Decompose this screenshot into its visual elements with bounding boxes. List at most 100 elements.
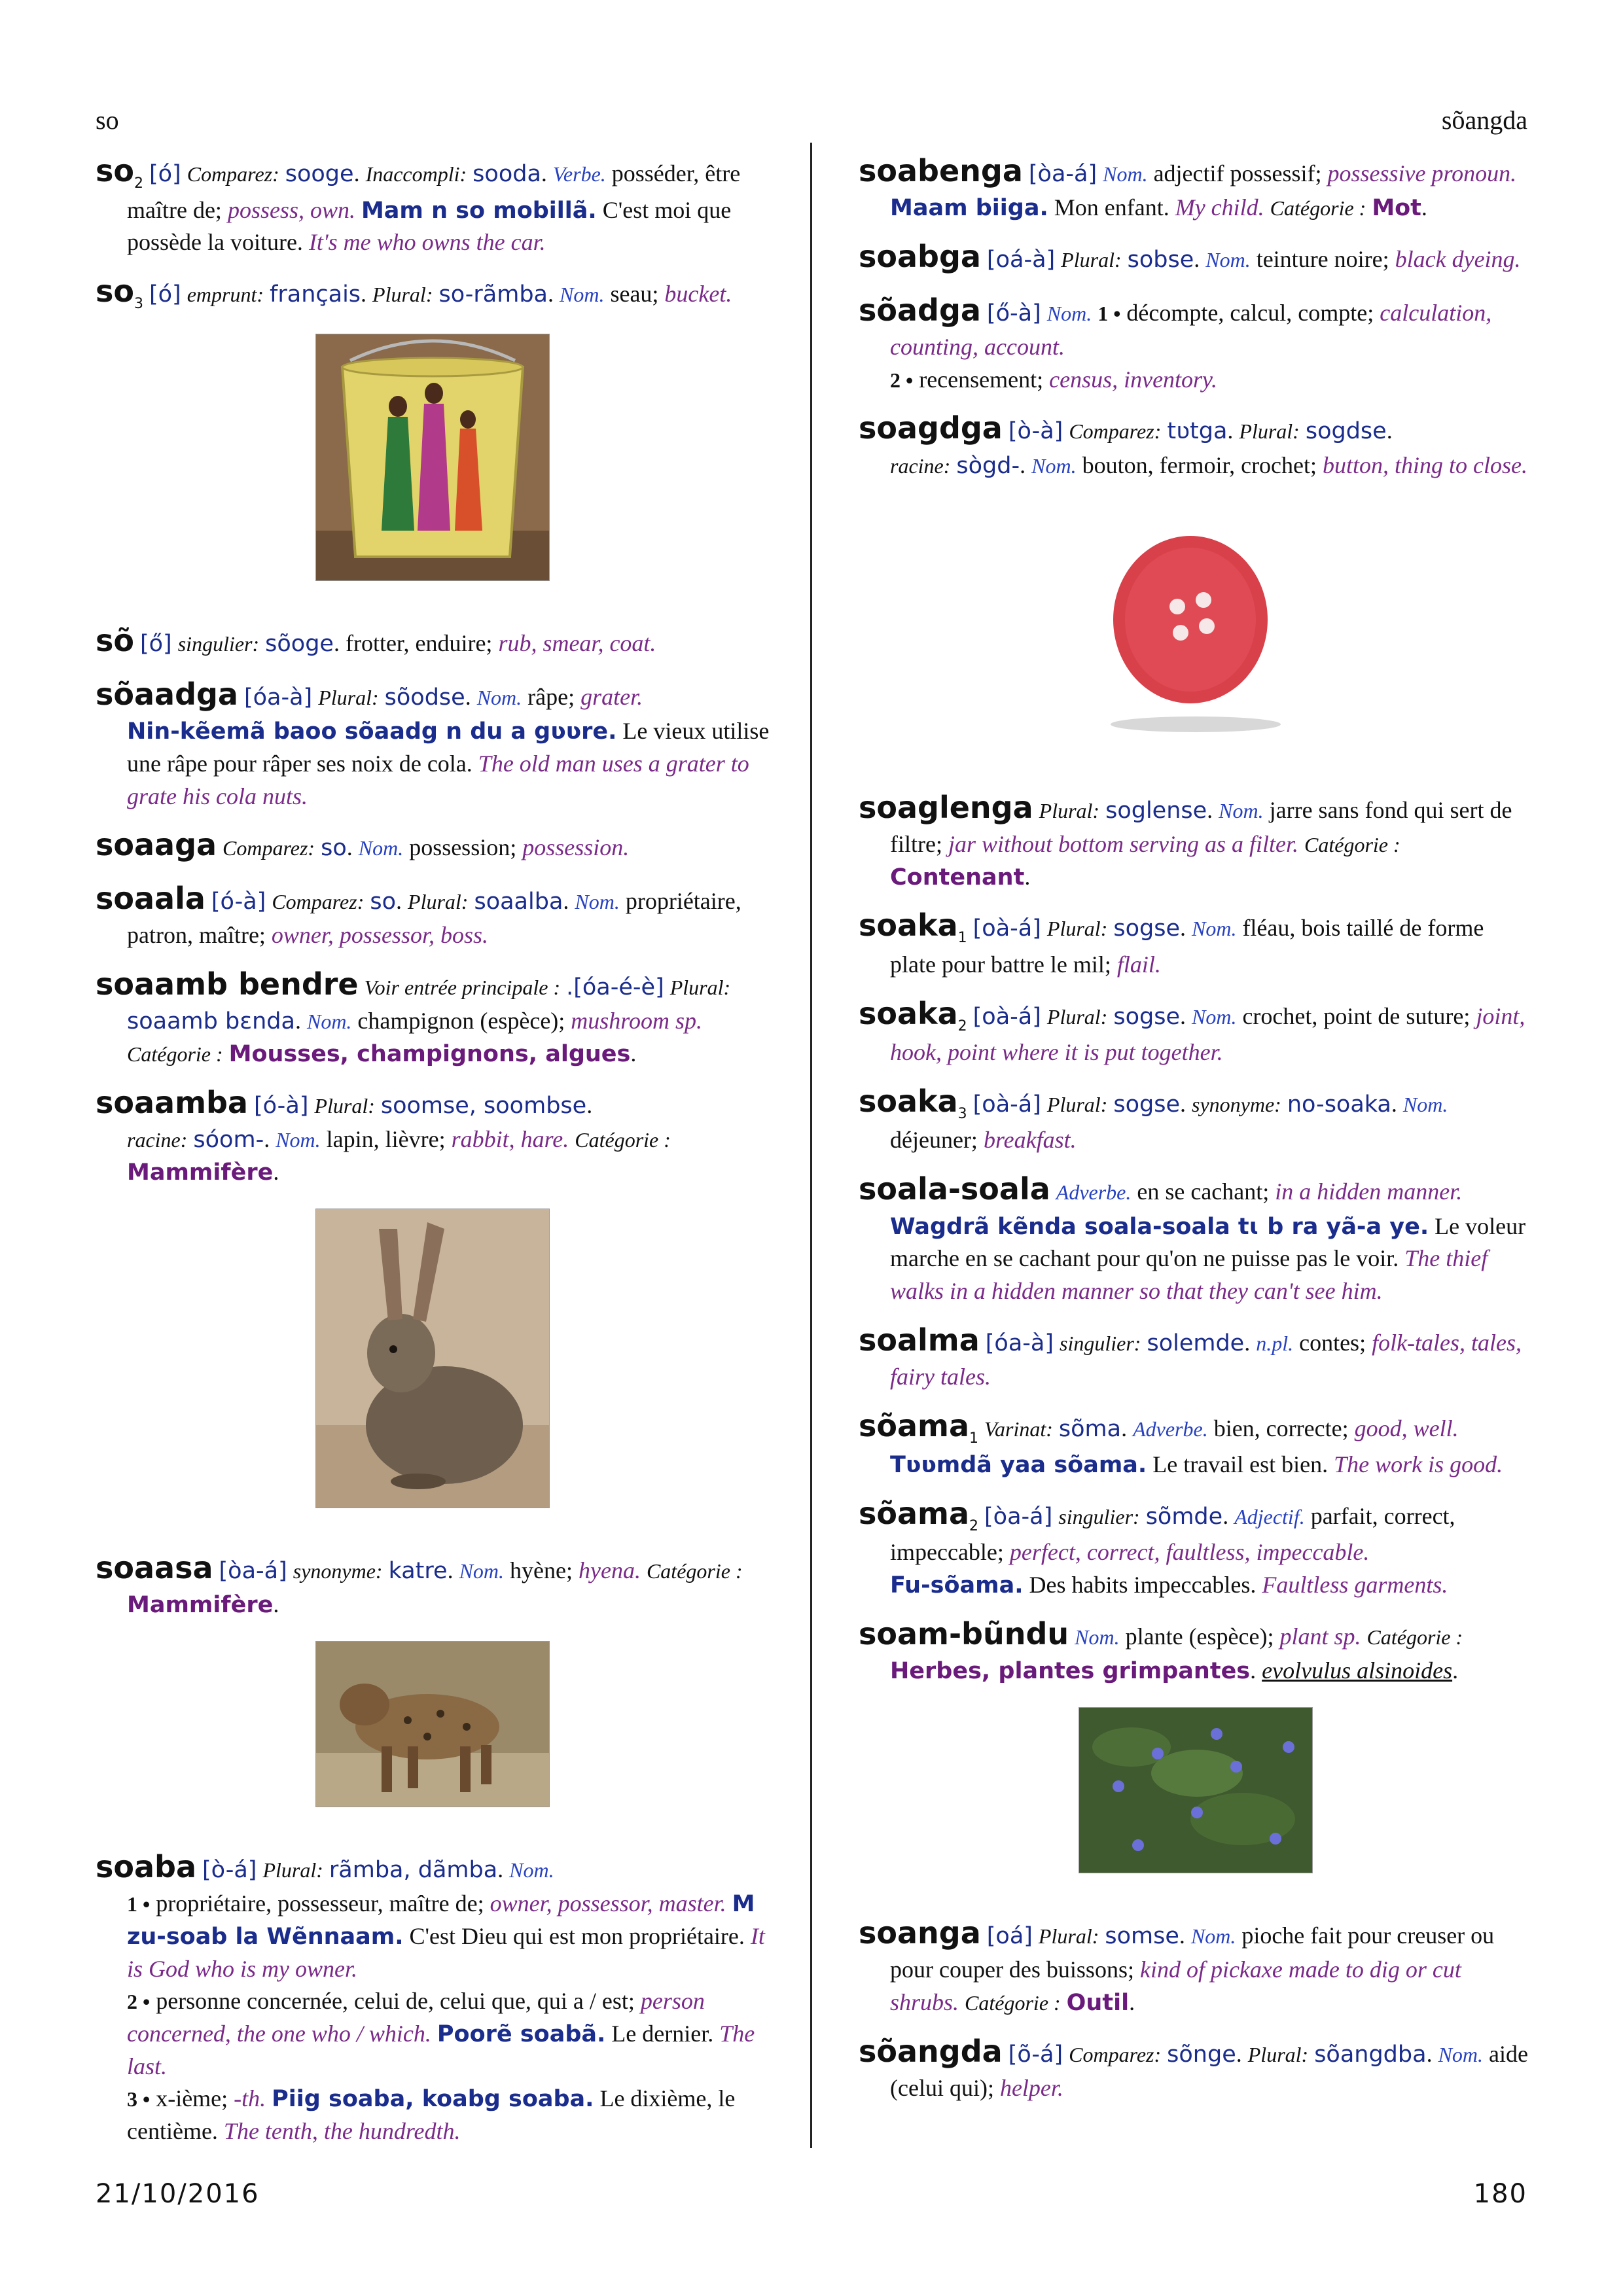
headword: soaaga xyxy=(96,827,217,863)
english-gloss: breakfast. xyxy=(983,1127,1077,1154)
label: singulier: xyxy=(177,632,260,656)
french-gloss: râpe; xyxy=(527,683,575,710)
french-gloss: bouton, fermoir, crochet; xyxy=(1082,451,1317,478)
cross-reference: sobse xyxy=(1127,247,1194,274)
example: Maam biiga. xyxy=(890,195,1048,222)
example: Poorẽ soabã. xyxy=(437,2021,606,2047)
example-translation-en: Faultless garments. xyxy=(1262,1572,1448,1598)
example-translation-en: It's me who owns the car. xyxy=(308,229,546,256)
cross-reference: sogse xyxy=(1113,1091,1180,1118)
headword: so2 xyxy=(96,153,143,192)
french-gloss: posséder, être maître de; xyxy=(127,160,741,223)
entry-soama1: sõama1 Varinat: sõma. Adverbe. bien, cor… xyxy=(859,1407,1503,1479)
hyena-image xyxy=(315,1640,550,1807)
part-of-speech: Nom. xyxy=(1031,453,1077,478)
entry-soangda: sõangda [õ-á] Comparez: sõnge. Plural: s… xyxy=(859,2033,1528,2102)
french-gloss: propriétaire, possesseur, maître de; xyxy=(156,1890,484,1917)
english-gloss: owner, possessor, master. xyxy=(490,1890,726,1917)
part-of-speech: Nom. xyxy=(1190,1924,1236,1948)
phonetic: [ó-à] xyxy=(211,888,266,915)
part-of-speech: Verbe. xyxy=(552,162,606,186)
example-translation-en: The tenth, the hundredth. xyxy=(223,2117,461,2144)
entry-soanga: soanga [oá] Plural: somse. Nom. pioche f… xyxy=(859,1915,1495,2017)
french-gloss: propriétaire, patron, maître; xyxy=(127,887,741,949)
example-translation-en: It is God who is my owner. xyxy=(127,1922,765,1982)
english-gloss: census, inventory. xyxy=(1049,366,1218,393)
label: Plural: xyxy=(1046,917,1108,941)
cross-reference: soaamb bɛnda xyxy=(127,1008,295,1035)
french-gloss: bien, correcte; xyxy=(1213,1415,1349,1441)
cross-reference: sõmde xyxy=(1145,1503,1223,1530)
part-of-speech: Nom. xyxy=(1103,162,1148,186)
english-gloss: jar without bottom serving as a filter. xyxy=(948,831,1298,858)
part-of-speech: Nom. xyxy=(1402,1092,1448,1116)
french-gloss: recensement; xyxy=(919,366,1044,393)
french-gloss: adjectif possessif; xyxy=(1153,160,1322,186)
part-of-speech: Adverbe. xyxy=(1056,1180,1132,1205)
headword: soaasa xyxy=(96,1549,213,1585)
category-label: Catégorie : xyxy=(646,1559,743,1583)
example: Fu-sõama. xyxy=(890,1572,1024,1599)
label: racine: xyxy=(890,453,951,478)
entry-so3: so3 [ó] emprunt: français. Plural: so-rã… xyxy=(96,273,732,313)
example: Tʋʋmdã yaa sõama. xyxy=(890,1452,1147,1479)
cross-reference: no-soaka xyxy=(1287,1091,1391,1118)
cross-reference: so-rãmba xyxy=(438,281,548,308)
headword: soaglenga xyxy=(859,789,1033,825)
french-gloss: plante (espèce); xyxy=(1125,1623,1274,1650)
part-of-speech: n.pl. xyxy=(1256,1331,1294,1355)
example-translation-en: The old man uses a grater to grate his c… xyxy=(127,751,749,809)
french-gloss: déjeuner; xyxy=(890,1127,978,1154)
part-of-speech: Adverbe. xyxy=(1133,1417,1208,1441)
example: Wagdrã kẽnda soala-soala tɩ b ra yã-a ye… xyxy=(890,1213,1429,1240)
example-translation-fr: Le voleur marche en se cachant pour qu'o… xyxy=(890,1212,1526,1272)
english-gloss: perfect, correct, faultless, impeccable. xyxy=(1009,1539,1370,1566)
cross-reference: sõodse xyxy=(384,684,465,711)
headword: soaka2 xyxy=(859,995,967,1034)
entry-soadga: sõadga [ő-à] Nom. 1 • décompte, calcul, … xyxy=(859,290,1533,397)
label: racine: xyxy=(127,1128,188,1152)
headword: soabga xyxy=(859,239,981,275)
cross-reference: sõma xyxy=(1058,1415,1122,1442)
english-gloss: rabbit, hare. xyxy=(451,1126,569,1153)
part-of-speech: Nom. xyxy=(306,1010,352,1034)
headword: soagdga xyxy=(859,410,1003,446)
example-translation-fr: Le dernier. xyxy=(611,2020,714,2047)
english-gloss: calculation, counting, account. xyxy=(890,299,1492,361)
cross-reference: sogse xyxy=(1113,1003,1180,1030)
label: Comparez: xyxy=(1069,2042,1162,2066)
example-translation-fr: C'est moi que possède la voiture. xyxy=(127,196,732,256)
headword: soanga xyxy=(859,1915,981,1951)
cross-reference: sogse xyxy=(1113,915,1180,942)
part-of-speech: Nom. xyxy=(358,836,404,860)
sense-number: 2 • xyxy=(890,368,914,392)
phonetic: [óa-à] xyxy=(985,1330,1054,1356)
cross-reference: tʋtga xyxy=(1167,418,1228,445)
cross-reference: français xyxy=(270,281,361,308)
phonetic: [ó] xyxy=(149,161,181,187)
part-of-speech: Nom. xyxy=(1205,248,1251,272)
header-right-guide-word: sõangda xyxy=(1441,105,1527,135)
entry-soabga: soabga [oá-à] Plural: sobse. Nom. teintu… xyxy=(859,239,1521,275)
cross-reference: sõangdba xyxy=(1314,2041,1427,2068)
scientific-name: evolvulus alsinoides xyxy=(1262,1657,1453,1684)
cross-reference: soglense xyxy=(1105,797,1207,824)
phonetic: [ő] xyxy=(139,631,172,658)
example-translation-fr: Le travail est bien. xyxy=(1152,1451,1329,1478)
french-gloss: seau; xyxy=(610,280,659,307)
category: Herbes, plantes grimpantes xyxy=(890,1658,1251,1685)
header-left-guide-word: so xyxy=(96,105,119,135)
label: Plural: xyxy=(314,1093,375,1118)
headword: soaamba xyxy=(96,1084,248,1120)
label: Plural: xyxy=(318,685,379,709)
english-gloss: black dyeing. xyxy=(1395,246,1521,273)
headword: soaamb bendre xyxy=(96,966,359,1002)
phonetic: .[óa-é-è] xyxy=(566,974,664,1000)
entry-so2: so2 [ó] Comparez: sooge. Inaccompli: soo… xyxy=(96,153,741,256)
label: Plural: xyxy=(1061,248,1122,272)
label: emprunt: xyxy=(187,282,264,306)
footer-date: 21/10/2016 xyxy=(96,2179,260,2209)
french-gloss: jarre sans fond qui sert de filtre; xyxy=(890,796,1512,858)
headword: soaka3 xyxy=(859,1083,967,1122)
label: Plural: xyxy=(1239,419,1300,444)
